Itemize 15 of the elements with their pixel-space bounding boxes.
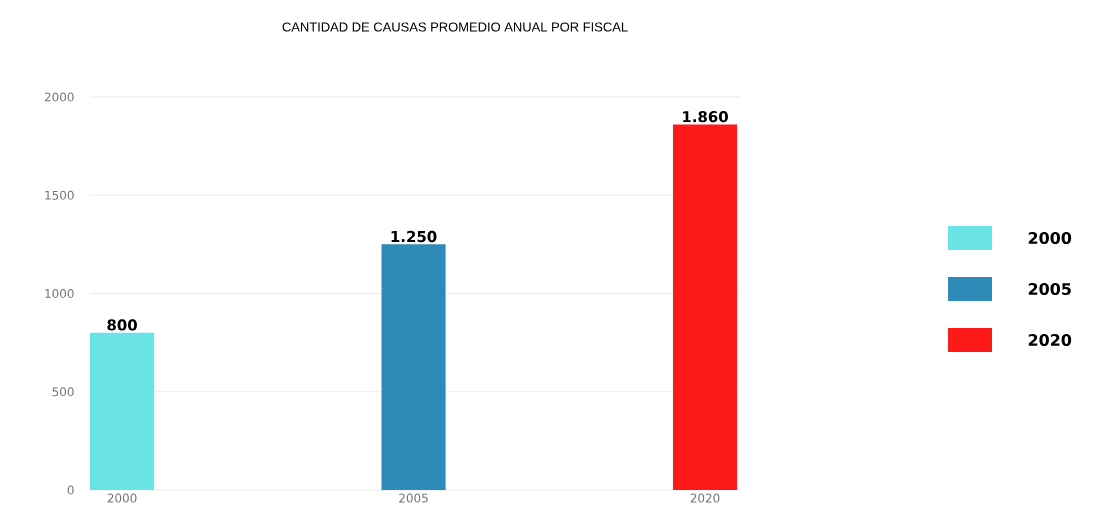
data-label: 1.860 xyxy=(683,111,728,123)
x-tick-label: 2020 xyxy=(690,493,720,503)
data-label: 800 xyxy=(107,319,137,331)
legend-label: 2020 xyxy=(1028,333,1072,347)
y-tick-label: 1000 xyxy=(45,288,74,299)
legend-label: 2000 xyxy=(1028,231,1072,245)
y-tick-label: 0 xyxy=(67,485,74,495)
x-tick-label: 2000 xyxy=(107,493,137,503)
y-tick-label: 500 xyxy=(52,387,74,397)
y-tick-label: 2000 xyxy=(44,92,74,102)
chart-title: CANTIDAD DE CAUSAS PROMEDIO ANUAL POR FISCAL xyxy=(282,22,628,32)
y-tick-label: 1500 xyxy=(45,190,74,200)
data-label: 1.250 xyxy=(391,230,437,243)
x-tick-label: 2005 xyxy=(399,493,428,503)
legend-label: 2005 xyxy=(1028,282,1071,296)
